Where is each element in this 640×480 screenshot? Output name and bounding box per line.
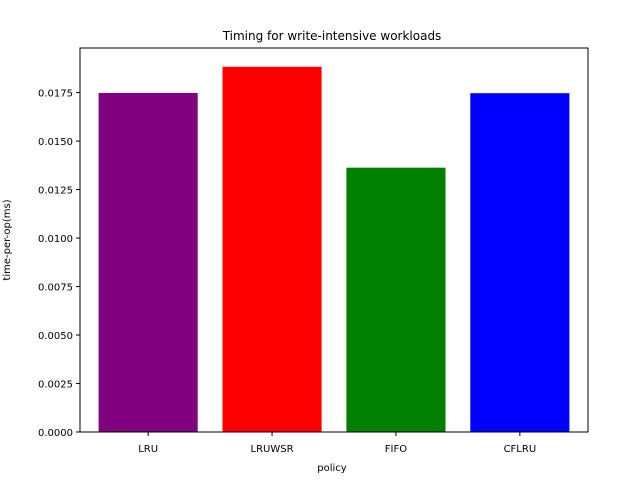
x-tick-label: LRU <box>138 444 158 455</box>
y-tick-label: 0.0125 <box>38 186 73 197</box>
y-tick-label: 0.0000 <box>38 428 73 439</box>
y-tick-label: 0.0150 <box>38 137 73 148</box>
y-tick-label: 0.0050 <box>38 331 73 342</box>
y-tick-label: 0.0175 <box>38 89 73 100</box>
x-axis: LRU LRUWSR FIFO CFLRU <box>138 432 536 455</box>
bars-group <box>98 66 570 433</box>
x-tick-label: LRUWSR <box>251 444 294 455</box>
x-tick-label: FIFO <box>385 444 407 455</box>
bar-fifo <box>346 167 446 432</box>
bar-cflru <box>470 93 570 432</box>
y-tick-label: 0.0025 <box>38 380 73 391</box>
bar-lruwsr <box>222 66 322 432</box>
plot-frame <box>79 47 589 433</box>
chart-title: Timing for write-intensive workloads <box>222 29 442 43</box>
bar-lru <box>98 92 198 433</box>
x-tick-label: CFLRU <box>504 444 537 455</box>
y-tick-label: 0.0100 <box>38 234 73 245</box>
y-axis: 0.0000 0.0025 0.0050 0.0075 0.0100 0.0125 0.01… <box>38 89 80 439</box>
x-axis-label: policy <box>317 463 347 474</box>
y-axis-label: time-per-op(ms) <box>2 199 13 280</box>
y-tick-label: 0.0075 <box>38 283 73 294</box>
